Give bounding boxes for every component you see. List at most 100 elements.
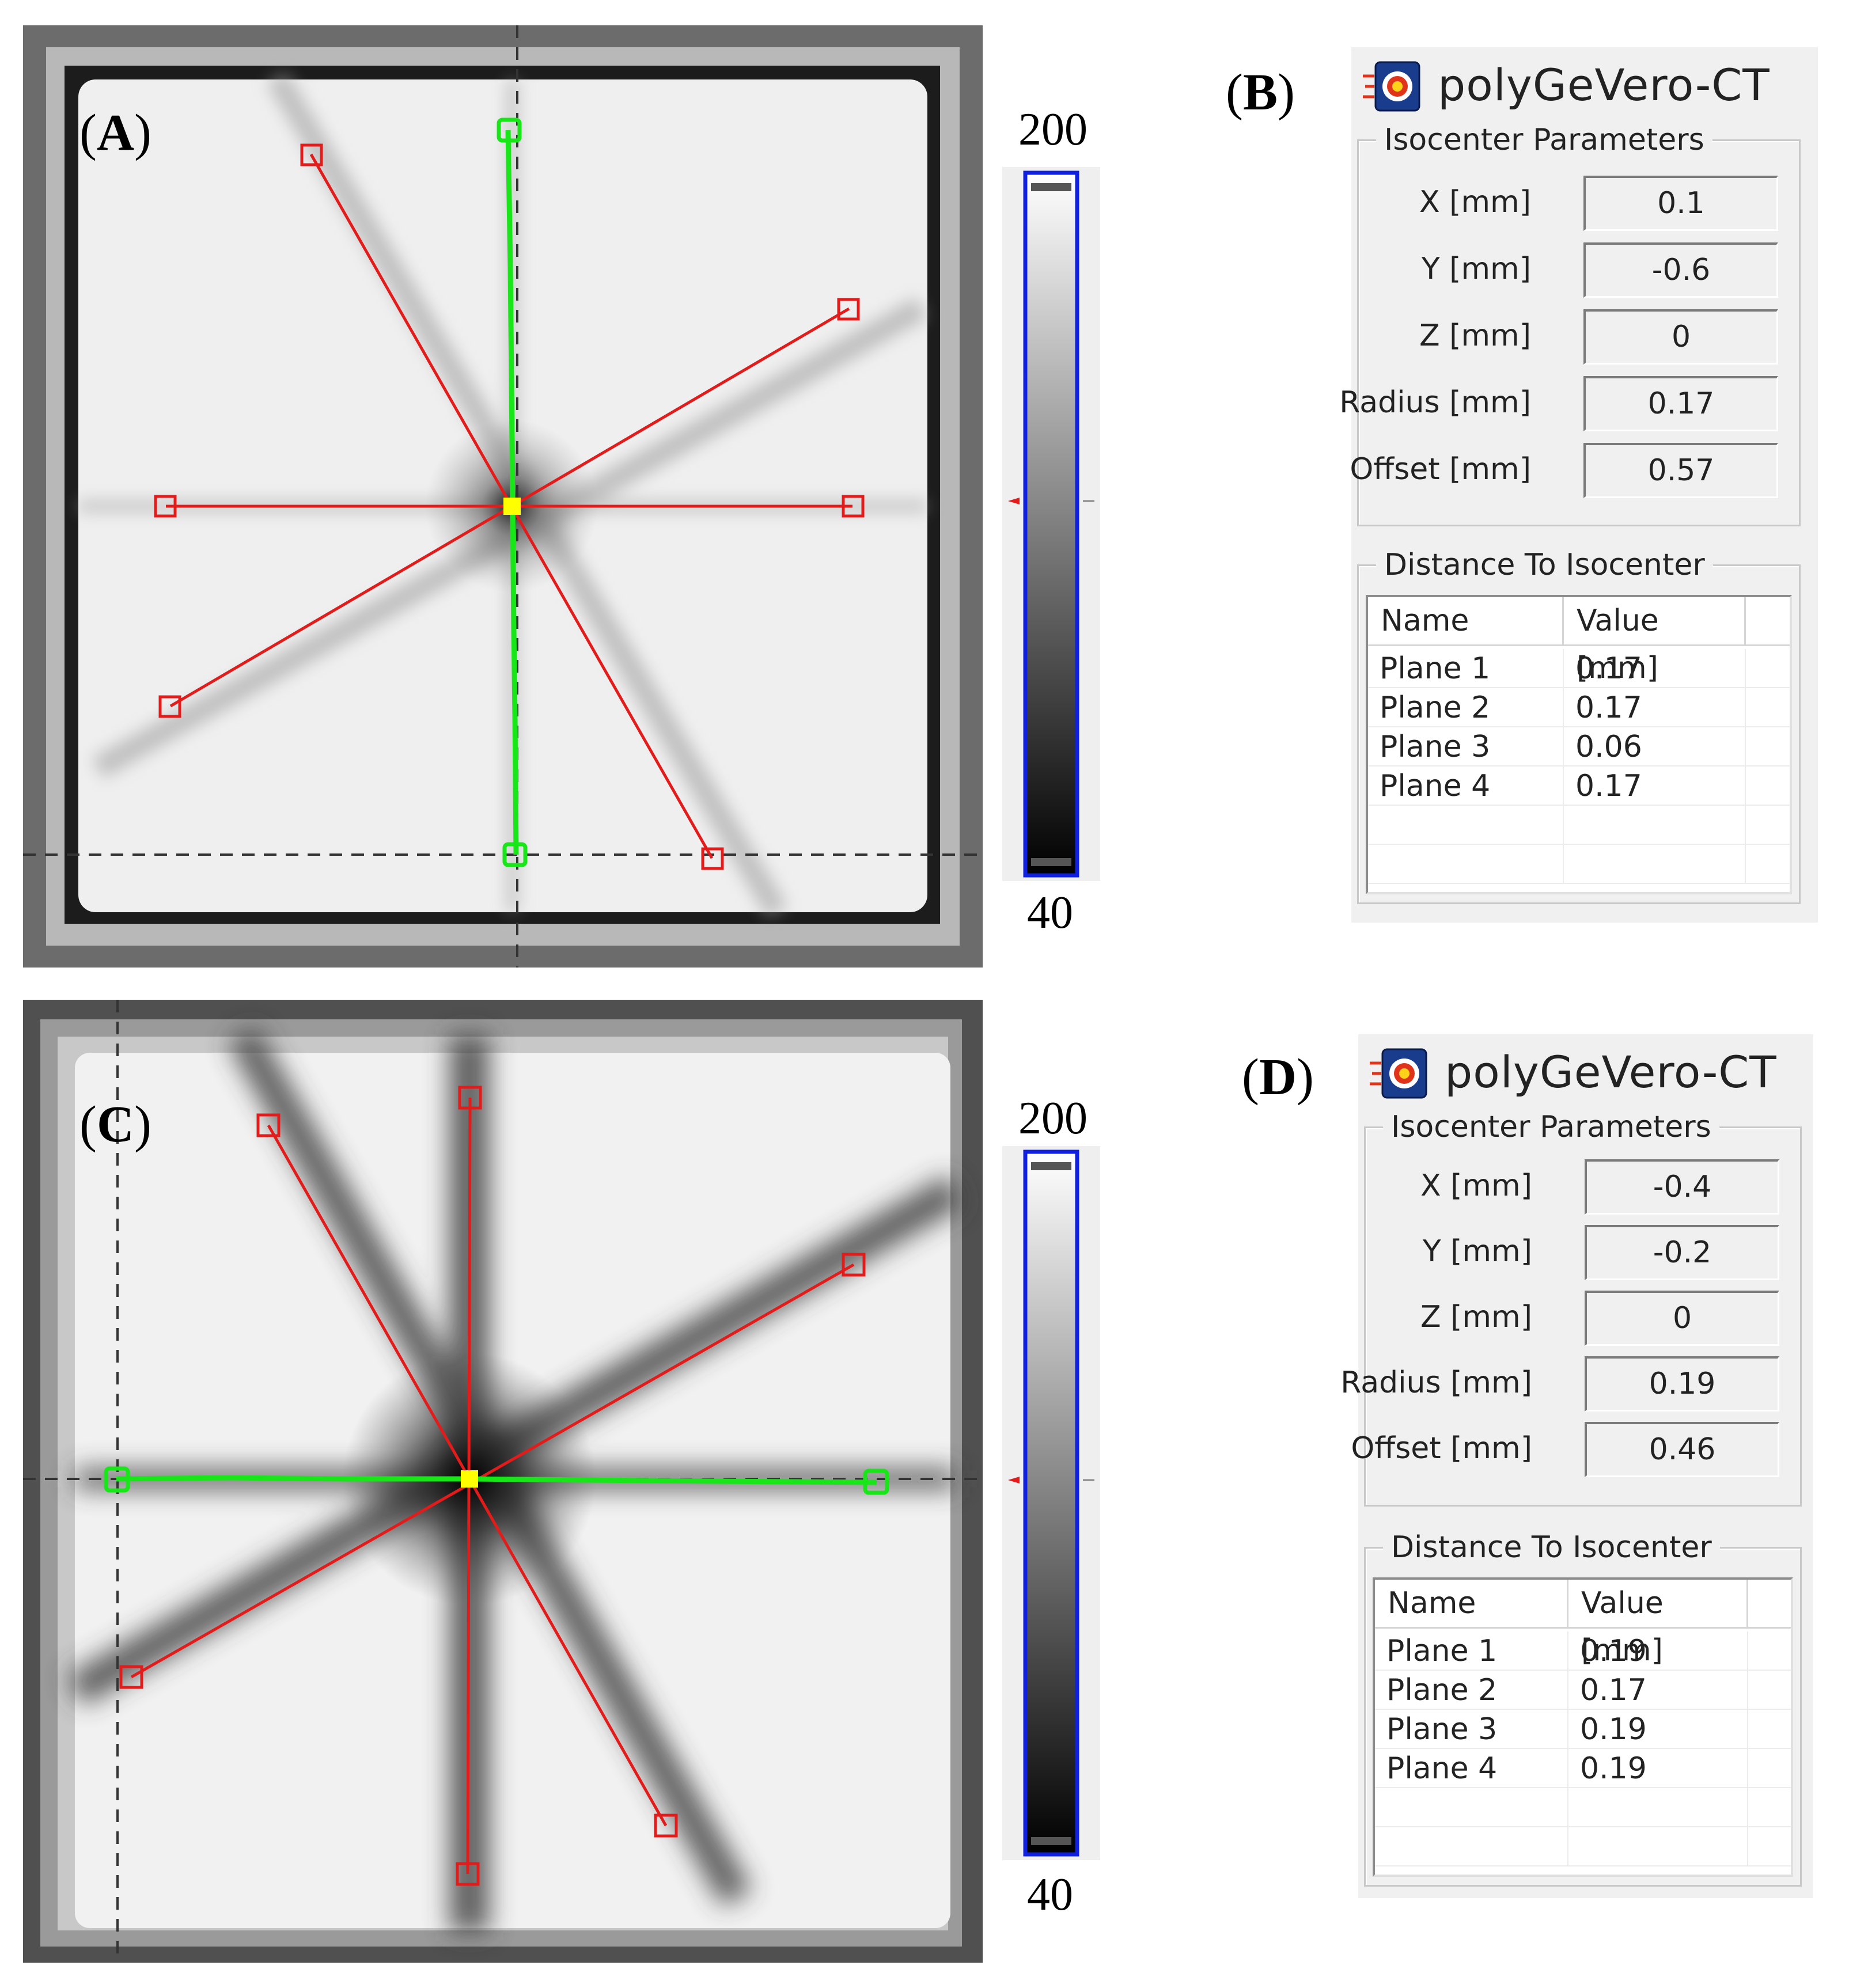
param-label: Radius [mm] <box>1340 1365 1532 1400</box>
column-header-value[interactable]: Value [mm] <box>1564 597 1746 685</box>
app-logo-icon <box>1370 1048 1427 1099</box>
app-logo-icon <box>1363 61 1420 112</box>
cell-empty <box>1568 1788 1748 1827</box>
table-row[interactable]: Plane 4 0.19 <box>1375 1749 1791 1788</box>
cell-value: 0.06 <box>1564 727 1746 767</box>
handle-a4 <box>842 495 865 518</box>
table-row[interactable]: Plane 4 0.17 <box>1368 767 1790 806</box>
cell-name: Plane 2 <box>1368 688 1564 727</box>
handle-a6 <box>837 298 860 321</box>
colorbar-min-a: 40 <box>1027 887 1073 938</box>
panel-label-d: (D) <box>1242 1049 1314 1106</box>
column-header-name[interactable]: Name <box>1368 597 1564 644</box>
table-row[interactable]: Plane 2 0.17 <box>1368 688 1790 727</box>
cell-value: 0.19 <box>1568 1749 1748 1788</box>
colorbar-pointer-a <box>1008 498 1020 504</box>
handle-c1 <box>256 1113 281 1137</box>
param-row-z: Z [mm] 0 <box>1359 309 1799 365</box>
param-field-radius[interactable]: 0.17 <box>1583 376 1778 431</box>
handle-c6 <box>842 1253 866 1277</box>
cell-value: 0.17 <box>1564 767 1746 806</box>
table-row[interactable]: Plane 1 0.19 <box>1375 1632 1791 1671</box>
param-row-x: X [mm] 0.1 <box>1359 176 1799 231</box>
panel-label-c: (C) <box>79 1096 151 1153</box>
param-label: Z [mm] <box>1420 1300 1532 1334</box>
beam-line-c2 <box>468 1478 668 1827</box>
isocenter-params-group-d: Isocenter Parameters X [mm] -0.4 Y [mm] … <box>1340 1109 1802 1507</box>
colorbar-a[interactable] <box>1002 167 1100 881</box>
cell-name: Plane 4 <box>1368 767 1564 806</box>
param-label: Offset [mm] <box>1350 452 1531 487</box>
colorbar-c[interactable] <box>1002 1146 1100 1860</box>
handle-a5 <box>158 695 181 718</box>
isocenter-marker-a <box>503 498 521 515</box>
distance-group-b: Distance To Isocenter Name Value [mm] Pl… <box>1357 547 1801 904</box>
cell-value: 0.19 <box>1568 1710 1748 1749</box>
green-handle-c-right <box>863 1469 889 1495</box>
table-row[interactable]: Plane 2 0.17 <box>1375 1671 1791 1710</box>
colorbar-min-c: 40 <box>1027 1869 1073 1920</box>
cell-empty <box>1368 806 1564 845</box>
handle-c2 <box>654 1814 678 1838</box>
table-header: Name Value [mm] <box>1375 1580 1791 1668</box>
table-row[interactable]: Plane 1 0.17 <box>1368 649 1790 688</box>
isocenter-marker-c <box>461 1470 478 1488</box>
param-row-offset: Offset [mm] 0.57 <box>1350 443 1799 498</box>
param-field-y[interactable]: -0.6 <box>1583 242 1778 298</box>
param-row-radius: Radius [mm] 0.19 <box>1340 1356 1800 1412</box>
window-titlebar-b: polyGeVero-CT 1.2 <box>1351 47 1818 166</box>
param-row-y: Y [mm] -0.2 <box>1366 1225 1800 1280</box>
cell-name: Plane 1 <box>1375 1632 1568 1671</box>
cell-value: 0.19 <box>1568 1632 1748 1671</box>
param-row-radius: Radius [mm] 0.17 <box>1339 376 1799 431</box>
handle-c3 <box>458 1086 482 1110</box>
param-row-x: X [mm] -0.4 <box>1366 1159 1800 1215</box>
cell-value: 0.17 <box>1568 1671 1748 1710</box>
handle-c4 <box>456 1862 480 1886</box>
distance-table-d[interactable]: Name Value [mm] Plane 1 0.19 Plane 2 0.1… <box>1373 1577 1793 1877</box>
param-field-radius[interactable]: 0.19 <box>1585 1356 1779 1412</box>
param-field-offset[interactable]: 0.46 <box>1585 1422 1779 1477</box>
beam-line-a2 <box>510 505 714 859</box>
param-field-z[interactable]: 0 <box>1585 1291 1779 1346</box>
cell-empty <box>1375 1827 1568 1866</box>
param-field-offset[interactable]: 0.57 <box>1583 443 1778 498</box>
software-window-b: polyGeVero-CT 1.2 Isocenter Parameters X… <box>1339 47 1818 923</box>
param-label: X [mm] <box>1419 185 1531 219</box>
group-title: Isocenter Parameters <box>1383 1109 1719 1145</box>
table-row-empty <box>1375 1827 1791 1866</box>
table-row[interactable]: Plane 3 0.06 <box>1368 727 1790 767</box>
cell-value: 0.17 <box>1564 688 1746 727</box>
param-row-y: Y [mm] -0.6 <box>1359 242 1799 298</box>
group-title: Distance To Isocenter <box>1376 547 1713 583</box>
cell-name: Plane 4 <box>1375 1749 1568 1788</box>
beam-line-c4 <box>130 1263 855 1679</box>
cell-empty <box>1375 1788 1568 1827</box>
handle-a3 <box>154 495 177 518</box>
beam-line-c1 <box>267 1124 471 1480</box>
cell-name: Plane 3 <box>1368 727 1564 767</box>
column-header-value[interactable]: Value [mm] <box>1568 1580 1748 1668</box>
cell-empty <box>1564 806 1746 845</box>
cell-empty <box>1568 1827 1748 1866</box>
param-label: Y [mm] <box>1421 252 1531 286</box>
cell-empty <box>1564 845 1746 884</box>
table-row-empty <box>1368 806 1790 845</box>
beam-line-a1 <box>309 153 513 507</box>
green-handle-a-bottom <box>502 842 528 867</box>
param-field-z[interactable]: 0 <box>1583 309 1778 365</box>
colorbar-max-a: 200 <box>1018 104 1088 155</box>
param-label: Z [mm] <box>1419 318 1531 353</box>
param-field-x[interactable]: 0.1 <box>1583 176 1778 231</box>
cell-value: 0.17 <box>1564 649 1746 688</box>
table-row[interactable]: Plane 3 0.19 <box>1375 1710 1791 1749</box>
software-window-d: polyGeVero-CT 1.2 Isocenter Parameters X… <box>1340 1034 1813 1898</box>
colorbar-max-c: 200 <box>1018 1093 1088 1144</box>
param-field-x[interactable]: -0.4 <box>1585 1159 1779 1215</box>
window-titlebar-d: polyGeVero-CT 1.2 <box>1358 1034 1813 1153</box>
beam-lines-overlay-a <box>154 117 865 870</box>
distance-table-b[interactable]: Name Value [mm] Plane 1 0.17 Plane 2 0.1… <box>1366 595 1792 894</box>
beam-lines-overlay-c <box>104 1086 889 1886</box>
column-header-name[interactable]: Name <box>1375 1580 1568 1627</box>
param-field-y[interactable]: -0.2 <box>1585 1225 1779 1280</box>
